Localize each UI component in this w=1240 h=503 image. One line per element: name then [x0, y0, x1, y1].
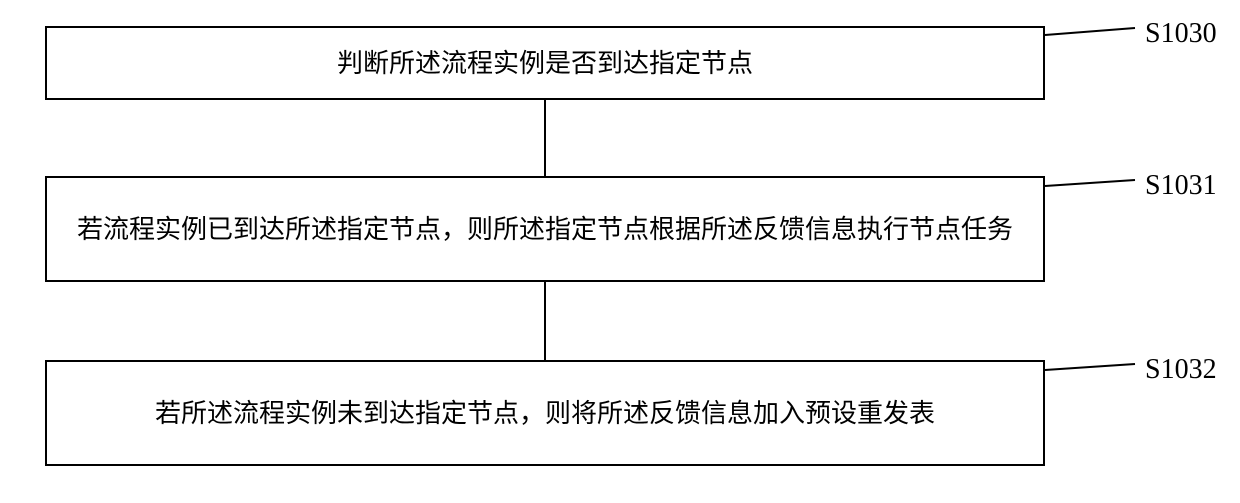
connector-s1030-s1031 [544, 100, 546, 176]
step-text: 判断所述流程实例是否到达指定节点 [337, 44, 753, 83]
flowchart-step-s1031: 若流程实例已到达所述指定节点，则所述指定节点根据所述反馈信息执行节点任务 [45, 176, 1045, 282]
flowchart-step-s1032: 若所述流程实例未到达指定节点，则将所述反馈信息加入预设重发表 [45, 360, 1045, 466]
step-label-s1031: S1031 [1145, 170, 1217, 202]
step-text: 若所述流程实例未到达指定节点，则将所述反馈信息加入预设重发表 [155, 394, 935, 433]
flowchart-step-s1030: 判断所述流程实例是否到达指定节点 [45, 26, 1045, 100]
step-label-s1030: S1030 [1145, 18, 1217, 50]
step-text: 若流程实例已到达所述指定节点，则所述指定节点根据所述反馈信息执行节点任务 [77, 210, 1013, 249]
step-label-s1032: S1032 [1145, 354, 1217, 386]
connector-s1031-s1032 [544, 282, 546, 360]
flowchart-container: 判断所述流程实例是否到达指定节点 S1030 若流程实例已到达所述指定节点，则所… [0, 0, 1240, 503]
